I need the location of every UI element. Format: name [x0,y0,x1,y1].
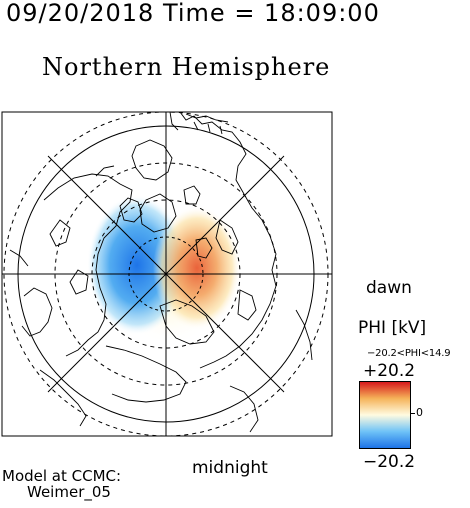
dawn-label: dawn [366,278,412,298]
meridian-grid [2,112,332,436]
page-title: Northern Hemisphere [42,53,331,81]
coastlines [9,112,313,433]
polar-map [1,111,333,437]
legend-min-label: −20.2 [363,452,416,472]
legend-zero-tick [410,413,415,414]
model-name: Weimer_05 [27,483,111,501]
midnight-label: midnight [192,458,268,478]
legend-range: −20.2<PHI<14.9 [367,348,451,359]
positive-potential-cell [153,206,241,330]
datetime-heading: 09/20/2018 Time = 18:09:00 [6,0,380,27]
legend-title: PHI [kV] [358,318,427,338]
legend-colorbar [359,381,411,449]
model-credit: Model at CCMC: [2,467,122,485]
legend-zero-label: 0 [416,406,423,419]
legend-max-label: +20.2 [363,361,416,381]
